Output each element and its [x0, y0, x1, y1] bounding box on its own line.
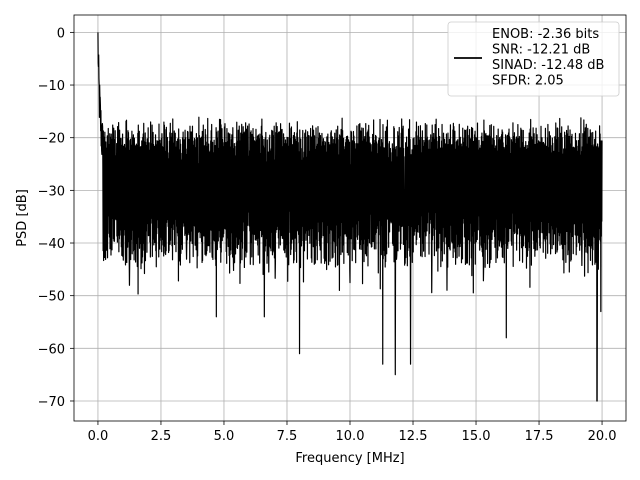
- y-tick-label: −30: [38, 184, 65, 199]
- x-tick-label: 7.5: [277, 429, 298, 444]
- legend-entry-line: SFDR: 2.05: [492, 74, 564, 89]
- y-tick-label: −60: [38, 342, 65, 357]
- legend-entry-line: SNR: -12.21 dB: [492, 43, 590, 58]
- legend-entry-line: SINAD: -12.48 dB: [492, 58, 604, 73]
- y-tick-label: −10: [38, 79, 65, 94]
- x-tick-label: 15.0: [462, 429, 491, 444]
- y-tick-label: −50: [38, 290, 65, 305]
- psd-series-line: [97, 32, 603, 402]
- psd-trace: [97, 32, 603, 402]
- x-tick-label: 0.0: [88, 429, 109, 444]
- y-axis-ticks: 0 −10 −20 −30 −40 −50 −60 −70: [38, 26, 74, 410]
- x-tick-label: 20.0: [588, 429, 617, 444]
- y-tick-label: −20: [38, 132, 65, 147]
- y-axis-label: PSD [dB]: [15, 189, 30, 247]
- y-tick-label: −40: [38, 237, 65, 252]
- x-axis-ticks: 0.0 2.5 5.0 7.5 10.0 12.5 15.0 17.5 20.0: [88, 421, 617, 444]
- x-tick-label: 5.0: [214, 429, 235, 444]
- legend-box: [447, 21, 620, 97]
- x-tick-label: 12.5: [399, 429, 428, 444]
- x-tick-label: 10.0: [336, 429, 365, 444]
- legend-entry-line: ENOB: -2.36 bits: [492, 27, 599, 42]
- x-axis-label: Frequency [MHz]: [295, 451, 404, 466]
- x-tick-label: 2.5: [151, 429, 172, 444]
- y-tick-label: −70: [38, 395, 65, 410]
- y-tick-label: 0: [57, 26, 65, 41]
- x-tick-label: 17.5: [525, 429, 554, 444]
